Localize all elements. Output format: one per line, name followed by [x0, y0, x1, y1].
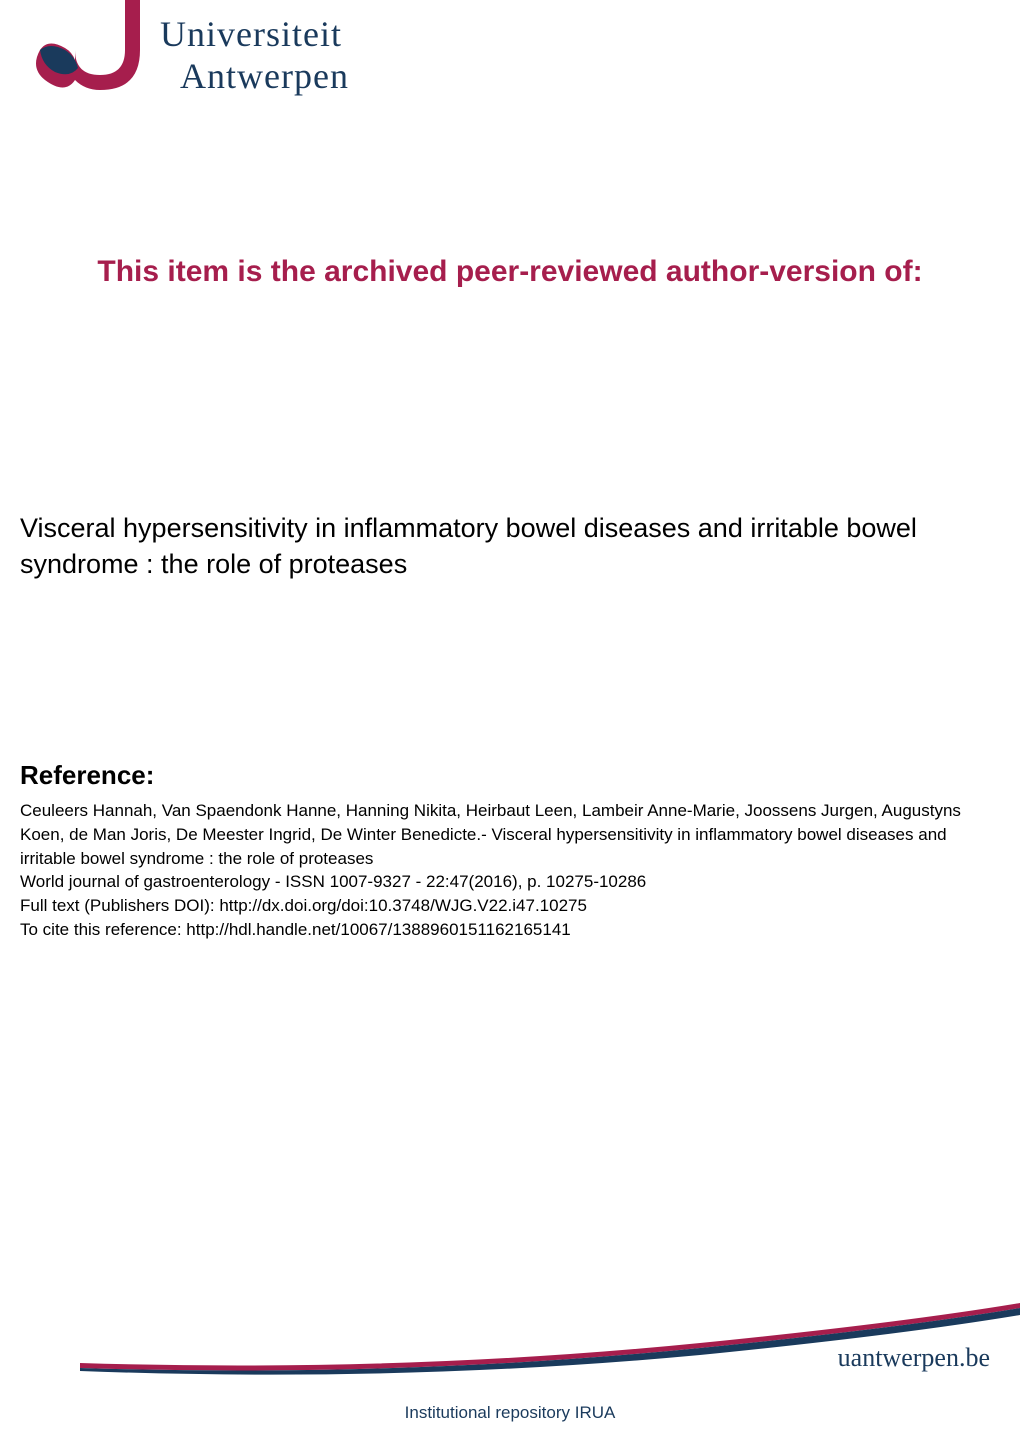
- logo-text-line2: Antwerpen: [180, 55, 349, 97]
- logo-mark-icon: [30, 0, 150, 110]
- reference-heading: Reference:: [20, 760, 1000, 791]
- archived-version-heading: This item is the archived peer-reviewed …: [0, 255, 1020, 289]
- footer-url: uantwerpen.be: [838, 1343, 990, 1373]
- footer-repository-label: Institutional repository IRUA: [0, 1403, 1020, 1423]
- reference-doi: Full text (Publishers DOI): http://dx.do…: [20, 894, 1000, 918]
- reference-journal: World journal of gastroenterology - ISSN…: [20, 870, 1000, 894]
- university-logo: Universiteit Antwerpen: [30, 0, 349, 110]
- article-title: Visceral hypersensitivity in inflammator…: [20, 510, 1000, 583]
- logo-text-line1: Universiteit: [160, 13, 349, 55]
- logo-text: Universiteit Antwerpen: [160, 13, 349, 97]
- reference-cite: To cite this reference: http://hdl.handl…: [20, 918, 1000, 942]
- reference-section: Reference: Ceuleers Hannah, Van Spaendon…: [20, 760, 1000, 942]
- reference-authors: Ceuleers Hannah, Van Spaendonk Hanne, Ha…: [20, 799, 1000, 870]
